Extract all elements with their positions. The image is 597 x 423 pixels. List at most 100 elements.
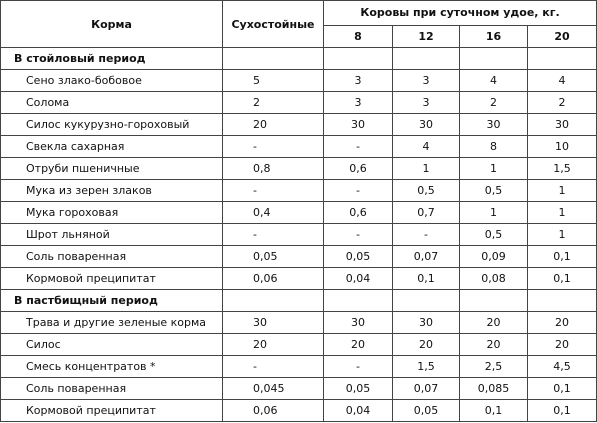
- yield-value: 0,1: [526, 377, 597, 400]
- yield-value: 0,1: [526, 267, 597, 290]
- dry-cow-value: 0,05: [222, 245, 324, 268]
- yield-value: -: [323, 135, 393, 158]
- feed-name: Сено злако-бобовое: [0, 69, 223, 92]
- yield-value: 0,07: [392, 245, 460, 268]
- yield-value: -: [323, 223, 393, 246]
- yield-value: 3: [323, 91, 393, 114]
- yield-value: 20: [526, 333, 597, 356]
- yield-value: 0,05: [323, 245, 393, 268]
- section-row: В стойловый период: [0, 47, 597, 70]
- section-row: В пастбищный период: [0, 289, 597, 312]
- table-row: Силос кукурузно-гороховый 20 30 30 30 30: [0, 113, 597, 136]
- header-feed: Корма: [0, 0, 223, 48]
- yield-value: 20: [323, 333, 393, 356]
- dry-cow-value: 0,045: [222, 377, 324, 400]
- feed-name: Кормовой преципитат: [0, 399, 223, 422]
- yield-value: 0,5: [392, 179, 460, 202]
- header-dry-cows: Сухостойные: [222, 0, 324, 48]
- dry-cow-value: 0,8: [222, 157, 324, 180]
- dry-cow-value: 0,06: [222, 399, 324, 422]
- yield-value: 1: [392, 157, 460, 180]
- yield-value: 2: [526, 91, 597, 114]
- feed-name: Силос кукурузно-гороховый: [0, 113, 223, 136]
- dry-cow-value: -: [222, 135, 324, 158]
- yield-value: 0,7: [392, 201, 460, 224]
- value-text: 5: [253, 74, 260, 87]
- empty-cell: [222, 47, 324, 70]
- yield-value: 0,04: [323, 399, 393, 422]
- header-yield-12: 12: [392, 24, 460, 49]
- feed-name: Свекла сахарная: [0, 135, 223, 158]
- yield-value: 4: [392, 135, 460, 158]
- feed-name: Шрот льняной: [0, 223, 223, 246]
- header-yield-16: 16: [459, 24, 528, 49]
- yield-value: 3: [392, 69, 460, 92]
- yield-value: 8: [459, 135, 528, 158]
- empty-cell: [392, 289, 460, 312]
- feed-name: Силос: [0, 333, 223, 356]
- yield-value: 10: [526, 135, 597, 158]
- feed-name: Солома: [0, 91, 223, 114]
- value-text: 0,4: [253, 206, 271, 219]
- feed-name: Кормовой преципитат: [0, 267, 223, 290]
- table-row: Шрот льняной - - -0,5 1: [0, 223, 597, 246]
- dry-cow-value: 30: [222, 311, 324, 334]
- yield-value: 30: [323, 311, 393, 334]
- yield-value: 30: [392, 311, 460, 334]
- feed-name: Отруби пшеничные: [0, 157, 223, 180]
- yield-value: 0,09: [459, 245, 528, 268]
- feed-name: Мука из зерен злаков: [0, 179, 223, 202]
- header-cows-yield: Коровы при суточном удое, кг.: [322, 0, 597, 26]
- yield-value: 30: [392, 113, 460, 136]
- yield-value: 0,04: [323, 267, 393, 290]
- yield-value: -: [323, 179, 393, 202]
- yield-value: 0,5: [459, 179, 528, 202]
- table-row: Трава и другие зеленые корма 30 30 30 20 20: [0, 311, 597, 334]
- yield-value: 0,1: [526, 245, 597, 268]
- dry-cow-value: -: [222, 223, 324, 246]
- yield-value: 20: [392, 333, 460, 356]
- dry-cow-value: -: [222, 355, 324, 378]
- yield-value: 20: [526, 311, 597, 334]
- yield-value: 1: [526, 223, 597, 246]
- feed-name: Мука гороховая: [0, 201, 223, 224]
- yield-value: 1: [459, 157, 528, 180]
- yield-value: -: [323, 355, 393, 378]
- yield-value: 1: [526, 179, 597, 202]
- empty-cell: [459, 289, 528, 312]
- empty-cell: [323, 289, 393, 312]
- value-text: 0,05: [253, 250, 278, 263]
- value-text: 20: [253, 338, 267, 351]
- feed-name: Соль поваренная: [0, 377, 223, 400]
- table-row: Свекла сахарная - -4 8 10: [0, 135, 597, 158]
- table-row: Кормовой преципитат 0,06 0,04 0,1 0,08 0,1: [0, 267, 597, 290]
- yield-value: 30: [323, 113, 393, 136]
- yield-value: 0,08: [459, 267, 528, 290]
- yield-value: 0,1: [459, 399, 528, 422]
- yield-value: 30: [459, 113, 528, 136]
- yield-value: 3: [392, 91, 460, 114]
- yield-value: 1,5: [392, 355, 460, 378]
- yield-value: 4: [459, 69, 528, 92]
- table-row: Мука из зерен злаков - -0,5 0,5 1: [0, 179, 597, 202]
- value-text: 0,045: [253, 382, 285, 395]
- yield-value: 4: [526, 69, 597, 92]
- section-title: В стойловый период: [0, 47, 223, 70]
- yield-value: 0,5: [459, 223, 528, 246]
- empty-cell: [526, 289, 597, 312]
- table-row: Силос 20 20 20 20 20: [0, 333, 597, 356]
- feed-name: Соль поваренная: [0, 245, 223, 268]
- dry-cow-value: -: [222, 179, 324, 202]
- value-text: -: [253, 360, 257, 373]
- dry-cow-value: 20: [222, 113, 324, 136]
- table-row: Смесь концентратов * - -1,5 2,5 4,5: [0, 355, 597, 378]
- feed-name: Трава и другие зеленые корма: [0, 311, 223, 334]
- yield-value: 20: [459, 311, 528, 334]
- value-text: -: [253, 140, 257, 153]
- yield-value: 2,5: [459, 355, 528, 378]
- dry-cow-value: 2: [222, 91, 324, 114]
- yield-value: 0,6: [323, 201, 393, 224]
- yield-value: 30: [526, 113, 597, 136]
- empty-cell: [392, 47, 460, 70]
